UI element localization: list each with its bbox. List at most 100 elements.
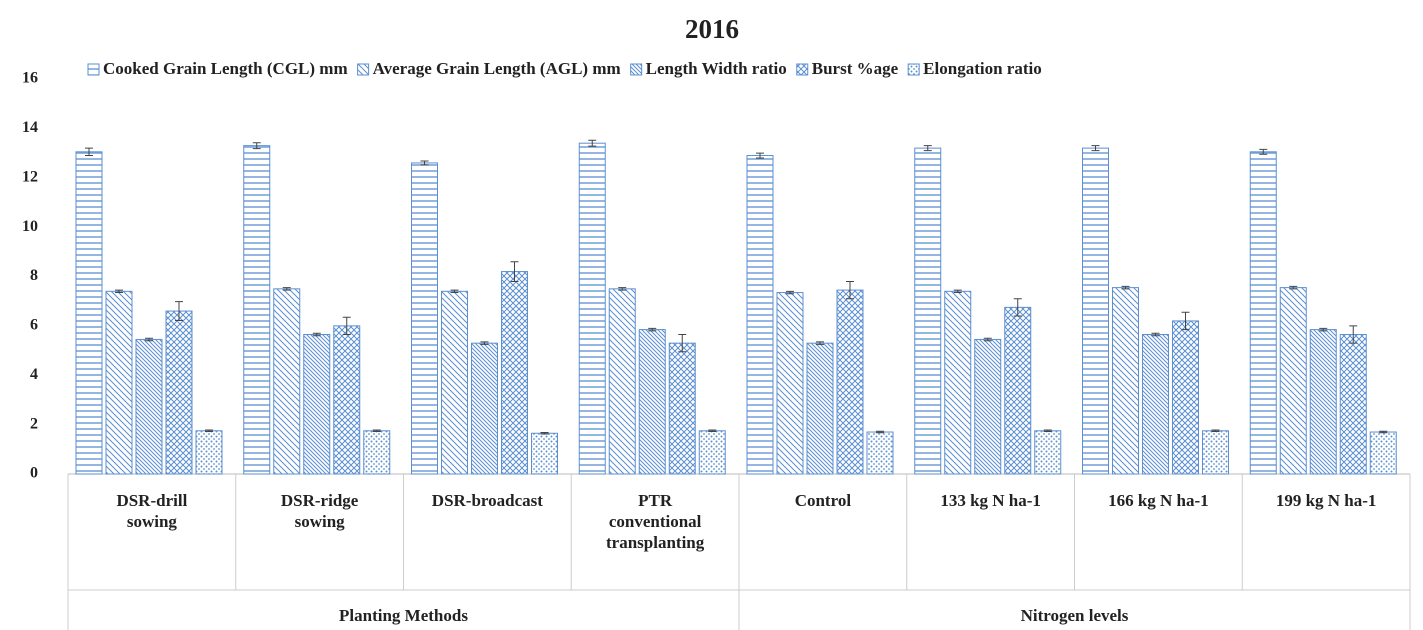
bar	[165, 310, 193, 475]
error-bar	[372, 429, 381, 433]
error-bar	[678, 334, 687, 353]
bar	[578, 142, 606, 475]
bar	[411, 162, 438, 475]
bar	[866, 431, 894, 475]
x-tick-label: PTR conventional transplanting	[606, 491, 705, 552]
error-bar	[1379, 430, 1388, 434]
bar	[1279, 287, 1307, 475]
bar	[974, 338, 1002, 475]
y-tick-label: 4	[30, 366, 38, 383]
error-bar	[1151, 332, 1160, 337]
error-bar	[648, 327, 657, 332]
error-bar	[85, 147, 93, 157]
legend-label: Length Width ratio	[646, 59, 787, 78]
error-bar	[252, 142, 261, 150]
bar	[746, 155, 774, 475]
bar	[1202, 430, 1229, 475]
y-tick-label: 16	[22, 70, 38, 87]
bar	[638, 329, 666, 475]
error-bar	[1121, 285, 1130, 290]
bar	[243, 145, 271, 475]
legend-label: Elongation ratio	[923, 59, 1042, 78]
bar	[471, 342, 498, 475]
chart-title: 2016	[685, 14, 739, 44]
error-bar	[145, 337, 153, 342]
error-bar	[450, 289, 459, 294]
y-tick-label: 8	[30, 267, 38, 284]
error-bar	[480, 341, 489, 345]
bar	[441, 290, 468, 475]
bar	[1309, 329, 1337, 475]
error-bar	[923, 145, 932, 152]
x-tick-label: 199 kg N ha-1	[1275, 491, 1377, 510]
bar	[531, 432, 558, 475]
y-tick-label: 12	[22, 168, 38, 185]
group-label: Planting Methods	[339, 606, 468, 625]
error-bar	[115, 289, 123, 294]
bar	[1004, 306, 1032, 475]
y-tick-label: 10	[22, 218, 38, 235]
error-bar	[1289, 285, 1298, 290]
bar	[75, 151, 103, 475]
error-bar	[588, 139, 597, 147]
bar	[1249, 151, 1277, 475]
group-label: Nitrogen levels	[1021, 606, 1129, 625]
bar	[105, 290, 133, 475]
error-bar	[953, 289, 962, 294]
bar	[806, 342, 834, 475]
bar	[1369, 431, 1397, 475]
bar	[1034, 430, 1062, 475]
x-tick-label-box: DSR-broadcast	[431, 491, 543, 510]
error-bar	[1091, 145, 1100, 152]
error-bar	[786, 290, 794, 295]
bar	[363, 430, 391, 475]
error-bar	[540, 432, 549, 435]
error-bar	[1319, 327, 1328, 332]
error-bar	[1211, 429, 1220, 433]
x-tick-label: Control	[794, 491, 852, 510]
error-bar	[708, 429, 717, 433]
bar	[1339, 334, 1367, 475]
bar	[914, 147, 942, 475]
x-tick-label: DSR-broadcast	[431, 491, 543, 510]
bar	[944, 290, 972, 475]
legend-swatch	[630, 63, 643, 76]
y-tick-label: 14	[22, 119, 38, 136]
bar	[1082, 147, 1109, 475]
bar	[776, 292, 804, 475]
bar	[135, 338, 163, 475]
bar	[608, 288, 636, 475]
error-bar	[816, 341, 824, 345]
x-tick-label-box: PTR conventional transplanting	[606, 491, 705, 552]
error-bar	[756, 152, 764, 159]
error-bar	[342, 316, 351, 336]
error-bar	[420, 160, 429, 166]
bar	[1142, 334, 1169, 475]
x-tick-label-box: DSR-ridge sowing	[281, 491, 358, 531]
error-bar	[312, 332, 321, 337]
x-tick-label-box: Control	[794, 491, 852, 510]
legend-swatch	[87, 63, 100, 76]
bar	[1112, 287, 1139, 475]
x-tick-label-box: 199 kg N ha-1	[1275, 491, 1377, 510]
legend-label: Average Grain Length (AGL) mm	[373, 59, 621, 78]
bar	[668, 342, 696, 475]
error-bar	[510, 261, 519, 282]
x-tick-label-box: 166 kg N ha-1	[1108, 491, 1209, 510]
x-tick-label: DSR-drill sowing	[116, 491, 188, 531]
bar	[273, 288, 301, 475]
error-bar	[282, 287, 291, 291]
x-tick-label: 133 kg N ha-1	[940, 491, 1041, 510]
legend-label: Burst %age	[812, 59, 899, 78]
bar	[501, 271, 528, 475]
bar	[698, 430, 726, 475]
error-bar	[1181, 311, 1190, 331]
error-bar	[1259, 148, 1268, 155]
bar	[1172, 320, 1199, 475]
x-tick-label: 166 kg N ha-1	[1108, 491, 1209, 510]
error-bar	[1013, 298, 1022, 317]
bar	[303, 334, 331, 475]
error-bar	[846, 280, 854, 300]
x-tick-label-box: 133 kg N ha-1	[940, 491, 1041, 510]
